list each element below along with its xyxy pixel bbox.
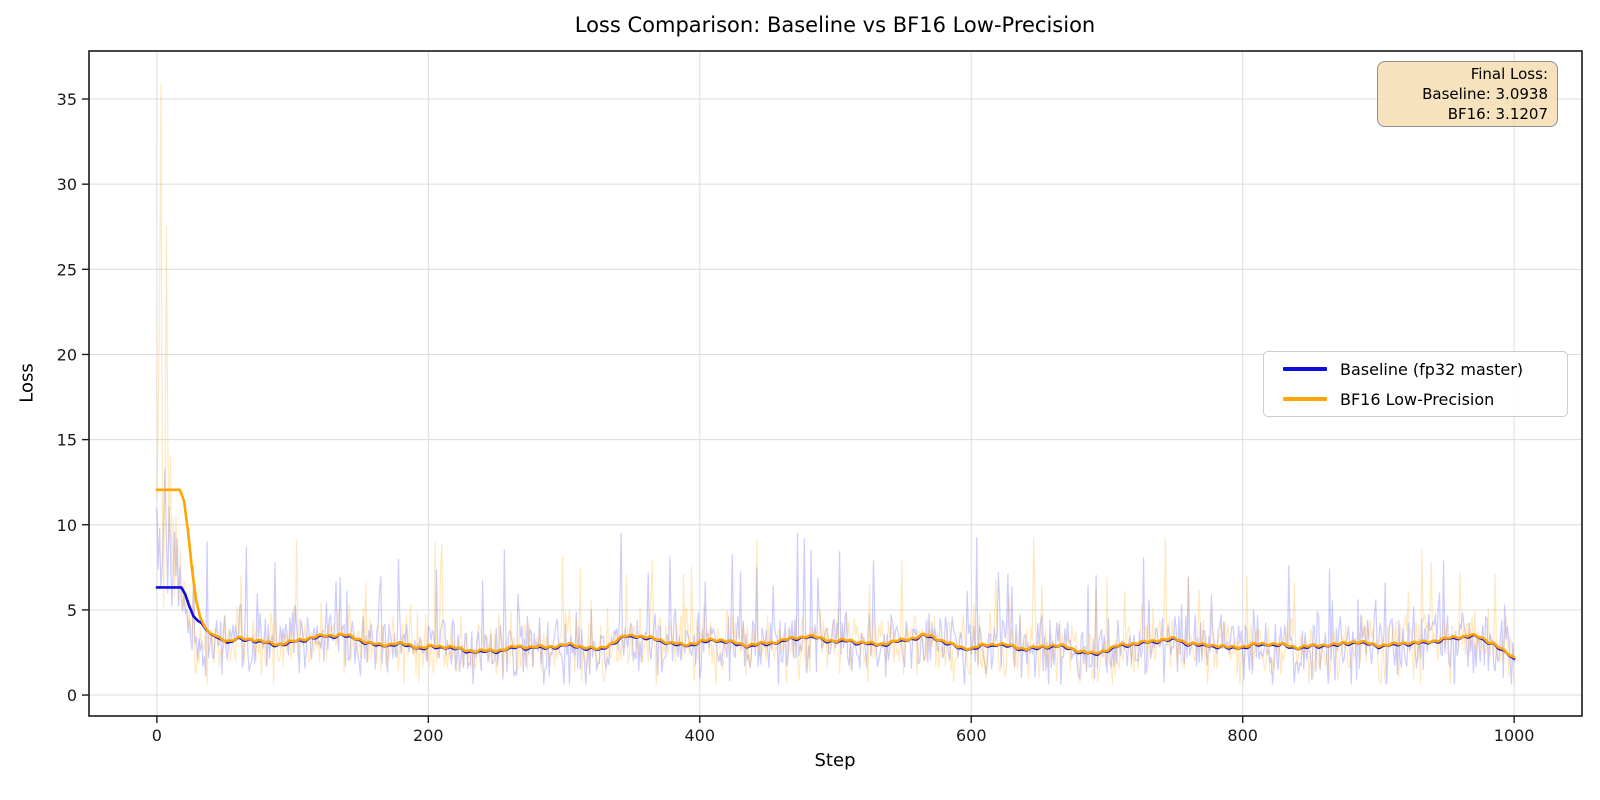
y-tick-label: 10	[57, 516, 77, 535]
y-tick-label: 35	[57, 90, 77, 109]
x-tick-label: 800	[1227, 726, 1258, 745]
plot-border	[88, 50, 1583, 717]
x-tick-label: 400	[684, 726, 715, 745]
x-tick-label: 0	[152, 726, 162, 745]
legend-swatch-baseline	[1283, 367, 1327, 371]
y-tick-label: 15	[57, 431, 77, 450]
legend-item-baseline: Baseline (fp32 master)	[1283, 357, 1567, 381]
bf16-smooth-line	[155, 488, 1516, 659]
x-tick-label: 1000	[1494, 726, 1535, 745]
legend-swatch-bf16	[1283, 397, 1327, 401]
y-tick-label: 20	[57, 345, 77, 364]
annotation-baseline-value: Baseline: 3.0938	[1422, 85, 1548, 103]
baseline-raw-line	[156, 468, 1515, 685]
bf16-raw-line	[156, 83, 1515, 685]
chart-title: Loss Comparison: Baseline vs BF16 Low-Pr…	[574, 13, 1096, 37]
y-axis-label: Loss	[16, 363, 38, 403]
y-tick-label: 0	[67, 686, 77, 705]
legend-item-bf16: BF16 Low-Precision	[1283, 387, 1567, 411]
annotation-title: Final Loss:	[1470, 65, 1548, 83]
final-loss-annotation: Final Loss: Baseline: 3.0938 BF16: 3.120…	[1377, 61, 1558, 127]
annotation-bf16-value: BF16: 3.1207	[1447, 105, 1548, 123]
legend: Baseline (fp32 master) BF16 Low-Precisio…	[1263, 351, 1568, 417]
x-axis-label: Step	[814, 750, 856, 771]
y-tick-label: 25	[57, 260, 77, 279]
y-tick-label: 5	[67, 601, 77, 620]
x-tick-label: 600	[956, 726, 987, 745]
legend-label-bf16: BF16 Low-Precision	[1340, 389, 1495, 409]
x-tick-label: 200	[413, 726, 444, 745]
legend-label-baseline: Baseline (fp32 master)	[1340, 359, 1524, 379]
y-tick-label: 30	[57, 175, 77, 194]
